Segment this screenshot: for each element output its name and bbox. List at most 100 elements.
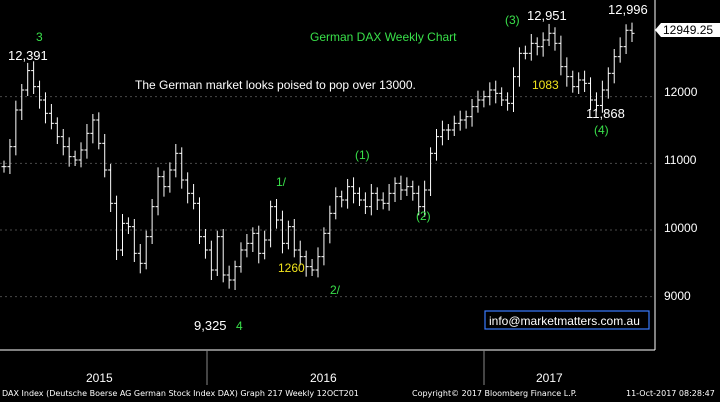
price-bar xyxy=(445,124,451,140)
price-bar xyxy=(131,219,137,262)
y-axis-ticks: 9000 10000 11000 12000 xyxy=(664,85,698,303)
price-bar xyxy=(1,160,7,173)
price-bar xyxy=(167,162,173,193)
price-bar xyxy=(410,180,416,201)
price-bars xyxy=(1,22,635,290)
price-bar xyxy=(356,187,362,206)
price-bar xyxy=(540,32,546,57)
y-tick-label: 9000 xyxy=(664,289,691,303)
price-bar xyxy=(422,180,428,217)
price-bar xyxy=(451,115,457,136)
price-bar xyxy=(25,62,31,96)
price-bar xyxy=(362,192,368,214)
footer-source: DAX Index (Deutsche Boerse AG German Sto… xyxy=(2,389,359,398)
price-bar xyxy=(570,70,576,93)
price-bar xyxy=(285,220,291,250)
price-bar xyxy=(374,187,380,210)
price-bar xyxy=(617,37,623,63)
last-price-marker: 12949.25 xyxy=(655,23,720,37)
price-bar xyxy=(623,24,629,54)
price-bar xyxy=(232,260,238,290)
price-bar xyxy=(90,114,96,144)
y-tick-label: 11000 xyxy=(664,153,697,167)
y-tick-label: 12000 xyxy=(664,85,698,99)
price-bar xyxy=(493,80,499,104)
price-bar xyxy=(185,172,191,204)
price-bar xyxy=(309,259,315,276)
price-bar xyxy=(250,227,256,252)
y-tick-label: 10000 xyxy=(664,221,698,235)
last-price-label: 12949.25 xyxy=(663,23,713,37)
chart-grid xyxy=(0,96,655,298)
price-bar xyxy=(439,120,445,146)
price-bar xyxy=(268,200,274,248)
price-bar xyxy=(125,217,131,234)
price-bar xyxy=(173,144,179,178)
price-bar xyxy=(433,129,439,161)
footer-timestamp: 11-Oct-2017 08:28:47 xyxy=(626,389,715,398)
price-bar xyxy=(599,80,605,113)
annotation-wave-(1): (1) xyxy=(355,148,370,162)
price-bar xyxy=(629,22,635,42)
email-link[interactable]: info@marketmatters.com.au xyxy=(489,314,640,328)
dax-weekly-chart: 9000 10000 11000 12000 12949.25 2015 201… xyxy=(0,0,720,385)
price-bar xyxy=(351,177,357,204)
price-bar xyxy=(149,199,155,244)
annotation-wave-(3): (3) xyxy=(505,13,520,27)
x-tick-label: 2016 xyxy=(310,371,337,385)
footer-copyright: Copyright© 2017 Bloomberg Finance L.P. xyxy=(412,389,577,398)
price-bar xyxy=(197,197,203,244)
price-bar xyxy=(179,147,185,189)
chart-title: German DAX Weekly Chart xyxy=(310,30,457,44)
price-bar xyxy=(487,82,493,106)
price-bar xyxy=(143,230,149,270)
price-bar xyxy=(582,70,588,92)
annotation-12996: 12,996 xyxy=(608,2,648,17)
price-bar xyxy=(321,227,327,266)
price-bar xyxy=(96,112,102,150)
price-bar xyxy=(202,229,208,259)
price-bar xyxy=(475,90,481,113)
price-bar xyxy=(220,229,226,283)
annotation-1083: 1083 xyxy=(532,78,559,92)
price-bar xyxy=(102,134,108,178)
price-bar xyxy=(611,49,617,84)
price-bar xyxy=(13,100,19,156)
annotation-wave-2: 2/ xyxy=(330,283,341,297)
price-bar xyxy=(137,244,143,274)
annotation-12951: 12,951 xyxy=(527,8,567,23)
price-bar xyxy=(279,210,285,254)
price-bar xyxy=(315,247,321,278)
annotation-wave-4: 4 xyxy=(236,319,243,333)
price-bar xyxy=(60,129,66,156)
price-bar xyxy=(119,214,125,256)
price-bar xyxy=(481,90,487,108)
price-bar xyxy=(42,92,48,124)
price-bar xyxy=(469,99,475,127)
price-bar xyxy=(564,57,570,87)
price-bar xyxy=(191,184,197,210)
price-bar xyxy=(303,250,309,277)
price-bar xyxy=(31,61,37,94)
price-bar xyxy=(262,230,268,260)
annotation-11868: 11,868 xyxy=(586,106,625,121)
annotation-1260: 1260 xyxy=(278,261,305,275)
price-bar xyxy=(505,92,511,111)
price-bar xyxy=(256,225,262,264)
annotation-wave-(2): (2) xyxy=(416,209,431,223)
price-bar xyxy=(593,92,599,112)
price-bar xyxy=(48,104,54,130)
price-bar xyxy=(37,80,43,109)
price-bar xyxy=(208,240,214,280)
email-box[interactable]: info@marketmatters.com.au xyxy=(484,310,650,330)
price-bar xyxy=(274,199,280,229)
chart-subtitle: The German market looks poised to pop ov… xyxy=(135,78,416,92)
price-bar xyxy=(327,205,333,244)
price-bar xyxy=(576,72,582,94)
price-bar xyxy=(339,190,345,208)
price-bar xyxy=(72,150,78,166)
price-bar xyxy=(516,47,522,87)
annotation-9325: 9,325 xyxy=(194,318,227,333)
price-bar xyxy=(380,192,386,210)
price-bar xyxy=(291,219,297,258)
